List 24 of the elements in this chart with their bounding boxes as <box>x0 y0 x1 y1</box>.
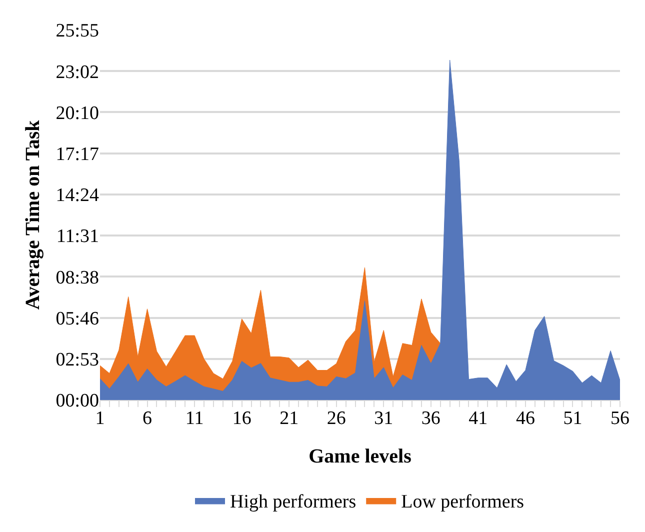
y-tick-label: 08:38 <box>56 267 99 288</box>
y-tick-label: 23:02 <box>56 62 99 83</box>
y-tick-label: 20:10 <box>56 102 99 124</box>
x-axis-title: Game levels <box>308 445 412 468</box>
x-tick-label: 51 <box>563 408 582 429</box>
y-tick-label: 05:46 <box>56 308 99 330</box>
y-tick-label: 14:24 <box>56 185 100 206</box>
y-tick-label: 17:17 <box>56 144 99 165</box>
x-tick-label: 26 <box>326 408 346 429</box>
x-tick-label: 46 <box>516 408 535 429</box>
legend-label: Low performers <box>401 492 524 513</box>
x-tick-label: 21 <box>280 408 299 429</box>
y-tick-label: 02:53 <box>56 350 99 371</box>
y-tick-label: 11:31 <box>56 226 99 248</box>
x-tick-label: 56 <box>610 408 630 429</box>
y-axis-title: Average Time on Task <box>22 119 44 310</box>
x-tick-label: 36 <box>421 408 440 429</box>
y-tick-label: 25:55 <box>56 20 99 42</box>
x-tick-label: 31 <box>374 408 394 429</box>
x-tick-label: 16 <box>232 408 252 429</box>
x-tick-label: 11 <box>185 408 204 429</box>
x-tick-label: 6 <box>142 408 152 429</box>
x-tick-label: 41 <box>468 408 488 429</box>
legend-label: High performers <box>230 492 356 513</box>
